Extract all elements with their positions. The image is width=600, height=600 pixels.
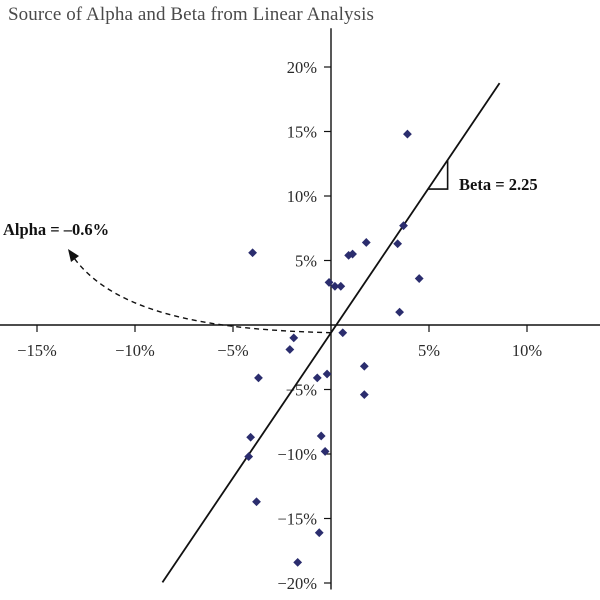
data-point bbox=[289, 333, 299, 343]
data-point bbox=[359, 361, 369, 371]
axes bbox=[0, 28, 600, 590]
data-point bbox=[312, 373, 322, 383]
y-tick-label: −10% bbox=[277, 445, 317, 464]
data-point bbox=[314, 528, 324, 538]
y-tick-label: 20% bbox=[287, 58, 318, 77]
x-tick-label: −10% bbox=[115, 341, 155, 360]
data-point bbox=[293, 557, 303, 567]
x-tick-label: 10% bbox=[512, 341, 543, 360]
data-point bbox=[414, 274, 424, 283]
data-point bbox=[324, 278, 334, 287]
data-point bbox=[344, 250, 354, 260]
data-point bbox=[248, 248, 257, 258]
data-point bbox=[285, 345, 295, 354]
data-point bbox=[395, 307, 404, 317]
data-point bbox=[254, 373, 263, 383]
y-tick-label: 15% bbox=[287, 123, 318, 142]
data-point bbox=[348, 249, 357, 259]
y-tick-label: −5% bbox=[286, 381, 318, 400]
data-point bbox=[252, 497, 261, 507]
data-point bbox=[316, 431, 326, 441]
data-point bbox=[246, 432, 256, 442]
chart-title: Source of Alpha and Beta from Linear Ana… bbox=[8, 4, 374, 25]
data-point bbox=[320, 447, 330, 456]
beta-slope-triangle bbox=[428, 160, 449, 190]
data-point bbox=[361, 238, 371, 247]
data-point bbox=[359, 390, 369, 400]
data-point bbox=[336, 281, 346, 291]
x-tick-label: −15% bbox=[17, 341, 57, 360]
data-point bbox=[403, 129, 412, 139]
x-tick-label: 5% bbox=[418, 341, 440, 360]
y-tick-label: −20% bbox=[277, 574, 317, 593]
data-point bbox=[322, 369, 332, 379]
y-tick-label: 10% bbox=[287, 187, 318, 206]
alpha-arrow bbox=[73, 257, 332, 334]
y-tick-label: 5% bbox=[295, 252, 317, 271]
data-point bbox=[338, 328, 348, 338]
data-point bbox=[330, 281, 340, 291]
tick-labels: −15% −10% −5% 5% 10% 20% 15% 10% 5% −5% −10% −15% −2… bbox=[17, 58, 542, 593]
annotations: Beta = 2.25 Alpha = –0.6% bbox=[3, 175, 538, 334]
data-point bbox=[399, 221, 408, 231]
beta-label: Beta = 2.25 bbox=[459, 175, 538, 194]
data-point bbox=[393, 239, 403, 249]
alpha-arrowhead bbox=[68, 249, 79, 262]
y-tick-label: −15% bbox=[277, 510, 317, 529]
data-point bbox=[244, 452, 254, 461]
data-points bbox=[244, 129, 424, 567]
alpha-label: Alpha = –0.6% bbox=[3, 220, 109, 239]
x-tick-label: −5% bbox=[217, 341, 249, 360]
